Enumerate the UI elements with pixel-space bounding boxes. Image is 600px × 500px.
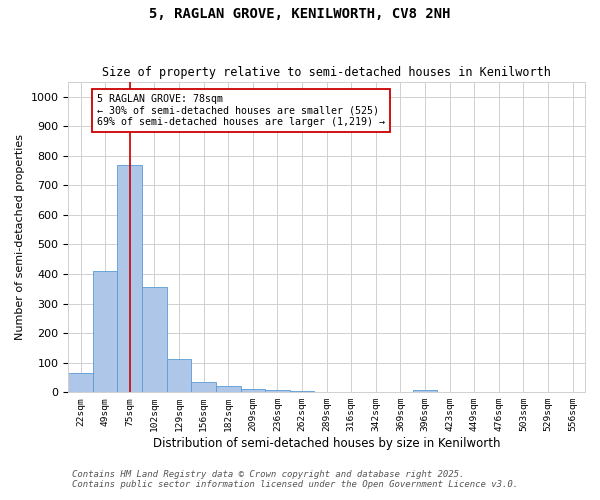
Bar — [191, 382, 216, 392]
Bar — [413, 390, 437, 392]
Bar — [265, 390, 290, 392]
Bar — [167, 358, 191, 392]
Title: Size of property relative to semi-detached houses in Kenilworth: Size of property relative to semi-detach… — [102, 66, 551, 80]
Y-axis label: Number of semi-detached properties: Number of semi-detached properties — [15, 134, 25, 340]
Text: Contains HM Land Registry data © Crown copyright and database right 2025.
Contai: Contains HM Land Registry data © Crown c… — [72, 470, 518, 489]
Text: 5, RAGLAN GROVE, KENILWORTH, CV8 2NH: 5, RAGLAN GROVE, KENILWORTH, CV8 2NH — [149, 8, 451, 22]
Text: 5 RAGLAN GROVE: 78sqm
← 30% of semi-detached houses are smaller (525)
69% of sem: 5 RAGLAN GROVE: 78sqm ← 30% of semi-deta… — [97, 94, 385, 127]
Bar — [142, 288, 167, 392]
X-axis label: Distribution of semi-detached houses by size in Kenilworth: Distribution of semi-detached houses by … — [153, 437, 500, 450]
Bar — [241, 389, 265, 392]
Bar — [216, 386, 241, 392]
Bar — [93, 271, 118, 392]
Bar — [68, 373, 93, 392]
Bar — [118, 164, 142, 392]
Bar — [290, 390, 314, 392]
